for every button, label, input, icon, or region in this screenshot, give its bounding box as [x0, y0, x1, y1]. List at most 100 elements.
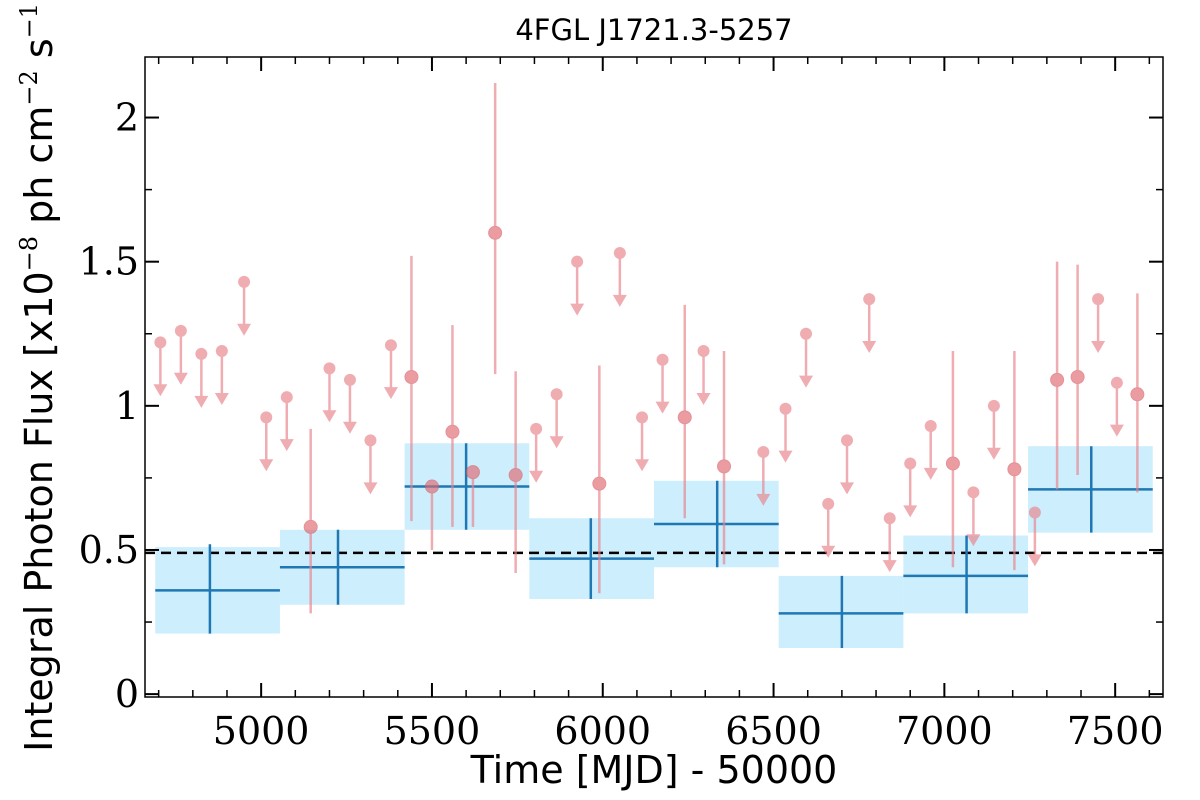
detection-marker [677, 410, 692, 425]
monthly-upper-limit [549, 388, 564, 449]
monthly-detection [677, 304, 692, 519]
x-axis-label: Time [MJD] - 50000 [470, 748, 838, 792]
monthly-upper-limit [1091, 293, 1106, 354]
upper-limit-marker [656, 353, 669, 366]
upper-limit-marker [280, 391, 293, 404]
x-tick-label: 6000 [554, 709, 651, 753]
monthly-upper-limit [986, 399, 1001, 460]
monthly-upper-limit [214, 345, 229, 405]
y-tick-label: 1 [115, 384, 139, 428]
upper-limit-arrowhead [279, 439, 294, 452]
upper-limit-arrowhead [799, 375, 814, 388]
detection-marker [424, 479, 439, 494]
upper-limit-arrowhead [549, 436, 564, 449]
y-axis-label-prefix: Integral Photon Flux [x10 [17, 271, 61, 752]
upper-limit-arrowhead [1091, 341, 1106, 354]
monthly-detection [303, 428, 318, 614]
monthly-upper-limit [279, 391, 294, 452]
monthly-upper-limit [756, 445, 771, 506]
upper-limit-arrowhead [383, 387, 398, 400]
monthly-upper-limit [882, 512, 897, 573]
upper-limit-arrowhead [529, 470, 544, 483]
monthly-upper-limit [635, 411, 650, 472]
upper-limit-arrowhead [862, 341, 877, 354]
monthly-detection [424, 479, 439, 550]
upper-limit-marker [967, 486, 980, 499]
upper-limit-arrowhead [986, 447, 1001, 460]
upper-limit-arrowhead [1109, 424, 1124, 437]
detection-marker [592, 476, 607, 491]
y-axis-label: Integral Photon Flux [x10−8 ph cm−2 s−1] [15, 0, 61, 752]
detection-marker [445, 424, 460, 439]
y-axis-label-suffix: ] [17, 0, 61, 3]
monthly-detection [465, 465, 480, 527]
monthly-detection [1007, 351, 1022, 571]
upper-limit-marker [530, 422, 543, 435]
monthly-upper-limit [655, 353, 670, 414]
y-axis-label-mid: ph cm [17, 106, 61, 236]
monthly-detection [592, 365, 607, 594]
upper-limit-marker [238, 275, 251, 288]
upper-limit-arrowhead [882, 560, 897, 573]
y-tick-label: 1.5 [79, 240, 139, 284]
upper-limit-marker [697, 345, 710, 358]
monthly-detection [717, 351, 732, 565]
upper-limit-arrowhead [655, 401, 670, 414]
upper-limit-arrowhead [570, 303, 585, 316]
monthly-detection [488, 82, 503, 375]
upper-limit-marker [863, 293, 876, 306]
detection-marker [945, 456, 960, 471]
upper-limit-marker [215, 345, 228, 358]
upper-limit-arrowhead [237, 323, 252, 336]
monthly-upper-limit [612, 247, 627, 307]
upper-limit-marker [924, 420, 937, 433]
monthly-upper-limit [529, 422, 544, 483]
monthly-upper-limit [194, 347, 209, 408]
upper-limit-marker [636, 411, 649, 424]
monthly-upper-limit [1027, 506, 1042, 567]
upper-limit-marker [1092, 293, 1105, 306]
upper-limit-marker [384, 339, 397, 352]
upper-limit-marker [883, 512, 896, 525]
y-tick-label: 0 [115, 672, 139, 716]
upper-limit-marker [779, 402, 792, 415]
upper-limit-arrowhead [363, 482, 378, 495]
monthly-upper-limit [862, 293, 877, 354]
upper-limit-arrowhead [696, 392, 711, 405]
upper-limit-marker [174, 324, 187, 337]
detection-marker [404, 370, 419, 384]
monthly-upper-limit [821, 497, 836, 558]
detection-marker [303, 519, 318, 534]
upper-limit-marker [757, 445, 770, 458]
upper-limit-marker [613, 247, 626, 260]
x-tick-label: 6500 [725, 709, 822, 753]
upper-limit-arrowhead [342, 421, 357, 434]
plot-area [145, 82, 1163, 648]
upper-limit-arrowhead [322, 410, 337, 423]
monthly-upper-limit [903, 457, 918, 518]
upper-limit-arrowhead [840, 482, 855, 495]
x-tick-label: 5500 [384, 709, 481, 753]
monthly-detection [508, 371, 523, 574]
y-tick-label: 2 [115, 96, 139, 140]
upper-limit-arrowhead [903, 505, 918, 518]
detection-marker [717, 459, 732, 474]
upper-limit-arrowhead [778, 450, 793, 463]
detection-marker [1050, 372, 1065, 387]
upper-limit-arrowhead [214, 392, 229, 405]
upper-limit-marker [323, 362, 336, 375]
upper-limit-marker [364, 434, 377, 447]
upper-limit-marker [154, 336, 167, 349]
detection-marker [1130, 387, 1145, 402]
y-axis-label-exp1: −8 [15, 236, 43, 271]
y-axis-label-mid2: s [17, 38, 61, 70]
upper-limit-arrowhead [259, 459, 274, 472]
monthly-upper-limit [153, 336, 168, 397]
monthly-detection [445, 325, 460, 527]
upper-limit-arrowhead [756, 493, 771, 506]
tick-labels: 5000 5500 6000 6500 7000 7500 0 0.5 1 1.5 2 [79, 96, 1164, 753]
x-tick-label: 5000 [213, 709, 310, 753]
upper-limit-marker [800, 327, 813, 340]
chart-title: 4FGL J1721.3-5257 [515, 13, 792, 47]
